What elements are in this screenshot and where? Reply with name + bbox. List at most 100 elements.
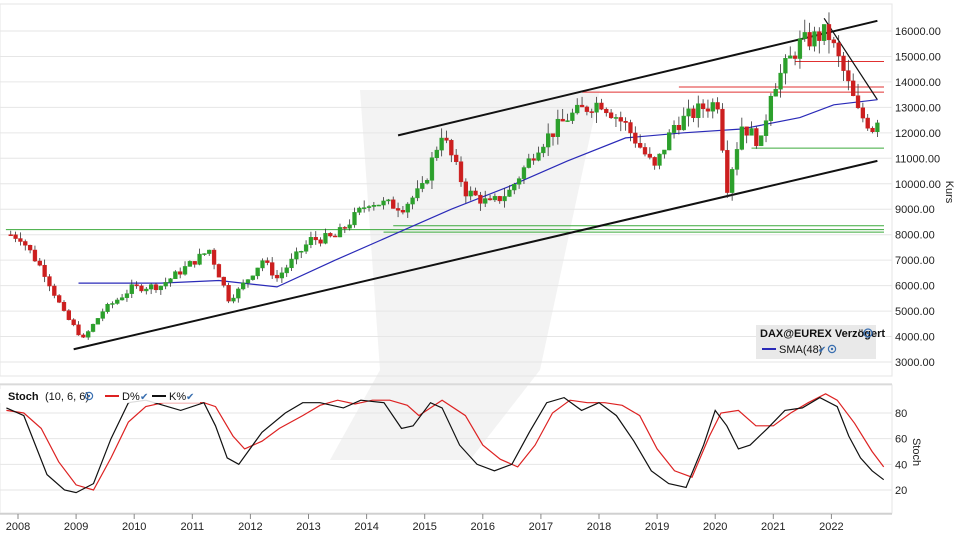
candle	[855, 83, 861, 110]
candle	[550, 133, 556, 146]
price-legend: DAX@EUREX Verzögert SMA(48) ✔	[756, 325, 885, 359]
candlesticks	[8, 12, 880, 340]
candle	[468, 186, 473, 201]
candle	[424, 178, 430, 185]
stoch-title: Stoch	[8, 391, 39, 403]
candle	[458, 156, 464, 187]
price-tick-label: 11000.00	[895, 153, 940, 165]
candle	[812, 26, 817, 52]
price-tick-label: 13000.00	[895, 102, 941, 114]
candle	[284, 264, 289, 277]
candle	[638, 134, 643, 149]
candle	[332, 233, 338, 238]
candle	[347, 219, 352, 231]
legend-instrument: DAX@EUREX Verzögert	[760, 328, 885, 340]
candle	[536, 146, 541, 162]
legend-sma-settings-icon[interactable]	[827, 344, 837, 354]
price-plot-area	[0, 3, 893, 377]
x-tick-label: 2021	[761, 521, 785, 533]
candle	[61, 300, 67, 312]
x-tick-label: 2016	[471, 521, 495, 533]
candle	[454, 149, 459, 165]
candle	[710, 98, 715, 119]
candle	[381, 197, 386, 210]
candle	[124, 289, 130, 302]
legend-sma-label: SMA(48)	[779, 344, 822, 356]
price-panel: 3000.00 4000.00 5000.00 6000.00 7000.00 8000.…	[0, 3, 955, 377]
candle	[492, 193, 498, 202]
candle	[395, 202, 401, 218]
candle	[739, 117, 744, 151]
candle	[521, 165, 527, 184]
price-trend-lines	[73, 17, 878, 351]
candle	[289, 253, 294, 272]
candle	[487, 194, 493, 201]
candle	[357, 206, 362, 216]
x-axis: 2008 2009 2010 2011 2012 2013 2014 2015 2016 2017…	[0, 513, 892, 533]
candle	[633, 126, 638, 148]
price-tick-label: 12000.00	[895, 128, 941, 140]
candle	[57, 294, 62, 304]
price-legend-box	[756, 325, 876, 359]
candle	[749, 121, 754, 136]
price-tick-label: 7000.00	[895, 255, 935, 267]
candle	[192, 261, 197, 268]
candle	[768, 93, 774, 126]
candle	[618, 111, 623, 132]
watermark-logo	[330, 90, 600, 460]
stoch-settings-icon[interactable]	[84, 391, 94, 401]
candle	[763, 114, 769, 143]
candle	[870, 126, 875, 134]
x-tick-label: 2017	[529, 521, 553, 533]
candle	[696, 95, 701, 128]
candle	[144, 286, 149, 295]
candle	[134, 281, 139, 289]
candle	[546, 123, 551, 156]
stoch-tick-label: 60	[895, 434, 907, 446]
candle	[240, 279, 246, 291]
stoch-d-check-icon[interactable]: ✔	[140, 392, 148, 403]
candle	[42, 259, 47, 283]
stoch-params: (10, 6, 6)	[45, 391, 89, 403]
stoch-y-axis-label: Stoch	[910, 438, 922, 466]
candle	[308, 231, 314, 249]
candle	[599, 98, 604, 111]
x-tick-label: 2015	[412, 521, 436, 533]
candle	[323, 228, 328, 245]
stoch-plot-area	[0, 384, 893, 514]
price-tick-label: 15000.00	[895, 51, 941, 63]
price-tick-label: 14000.00	[895, 77, 941, 89]
x-tick-label: 2022	[819, 521, 843, 533]
candle	[119, 294, 125, 301]
candle	[705, 99, 711, 118]
candle	[371, 201, 377, 211]
price-y-axis-label: Kurs	[943, 181, 955, 204]
candle	[352, 207, 357, 228]
candle	[279, 267, 285, 283]
candle	[715, 97, 720, 114]
candle	[821, 24, 827, 46]
candle	[342, 226, 347, 234]
stoch-k-label: K%	[169, 391, 186, 403]
candle	[66, 309, 71, 321]
stoch-k-check-icon[interactable]: ✔	[186, 392, 194, 403]
price-tick-label: 9000.00	[895, 204, 935, 216]
candle	[37, 257, 42, 267]
stoch-y-axis: 20 40 60 80	[895, 408, 907, 497]
candle	[129, 279, 134, 299]
candle	[105, 302, 110, 314]
candle	[153, 282, 159, 293]
candle	[671, 120, 677, 139]
candle	[318, 237, 323, 247]
legend-sma-check-icon[interactable]: ✔	[818, 345, 826, 356]
candle	[400, 206, 406, 215]
candle	[18, 232, 23, 246]
legend-settings-icon[interactable]	[863, 328, 873, 338]
candle	[90, 323, 96, 333]
candle	[429, 151, 435, 190]
candle	[274, 270, 280, 282]
candle	[231, 294, 236, 304]
candle	[773, 83, 778, 97]
trend-line	[73, 159, 878, 351]
price-tick-label: 10000.00	[895, 179, 941, 191]
